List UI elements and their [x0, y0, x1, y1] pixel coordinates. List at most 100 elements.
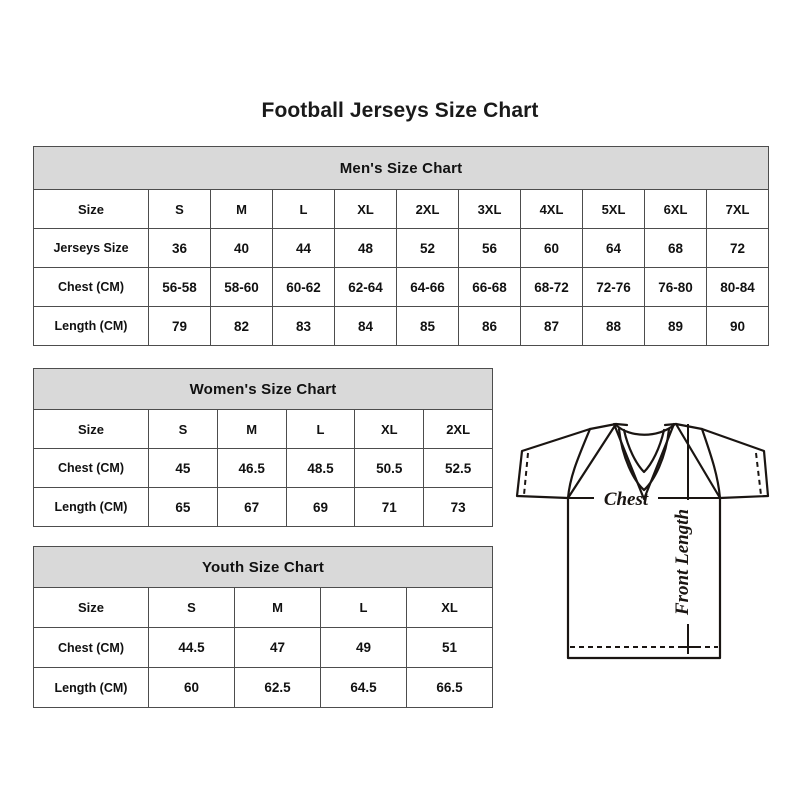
table-cell: 64.5 [320, 667, 407, 708]
v-neck-middle-line [617, 427, 671, 492]
column-header-3xl: 3XL [458, 189, 521, 229]
table-header-row: Size S M L XL 2XL 3XL 4XL 5XL 6XL 7XL [33, 189, 770, 229]
table-cell: 58-60 [210, 267, 273, 307]
jersey-measurement-diagram: Chest Front Length [498, 396, 783, 686]
right-sleeve-hem-dashed [755, 452, 762, 496]
left-sleeve-hem-dashed [523, 452, 529, 496]
table-cell: 88 [582, 306, 645, 346]
column-header-5xl: 5XL [582, 189, 645, 229]
column-header-xl: XL [354, 409, 425, 449]
table-row: Jerseys Size 36 40 44 48 52 56 60 64 68 … [33, 228, 770, 268]
page-title: Football Jerseys Size Chart [261, 99, 539, 122]
column-header-l: L [272, 189, 335, 229]
column-header-s: S [148, 189, 211, 229]
table-header-row: Size S M L XL [33, 587, 494, 628]
column-header-6xl: 6XL [644, 189, 707, 229]
youth-section-title: Youth Size Chart [32, 546, 494, 588]
column-header-2xl: 2XL [423, 409, 494, 449]
table-cell: 67 [216, 487, 287, 527]
table-cell: 52 [396, 228, 459, 268]
table-cell: 80-84 [705, 267, 770, 307]
column-header-s: S [148, 587, 235, 628]
table-cell: 52.5 [423, 448, 494, 488]
table-cell: 48.5 [285, 448, 356, 488]
table-row: Length (CM) 79 82 83 84 85 86 87 88 89 9… [33, 306, 770, 346]
table-cell: 89 [644, 306, 707, 346]
table-cell: 45 [148, 448, 218, 488]
womens-section-title: Women's Size Chart [32, 368, 494, 410]
table-cell: 83 [272, 306, 335, 346]
table-cell: 72 [705, 228, 770, 268]
column-header-l: L [285, 409, 356, 449]
table-section-header-row: Youth Size Chart [32, 546, 494, 588]
youth-size-table: Youth Size Chart Size S M L XL Chest (CM… [32, 546, 494, 708]
table-cell: 69 [285, 487, 356, 527]
row-label-length-cm: Length (CM) [33, 487, 149, 527]
table-header-row: Size S M L XL 2XL [33, 409, 494, 449]
table-section-header-row: Men's Size Chart [32, 146, 770, 190]
table-cell: 86 [458, 306, 521, 346]
tshirt-outline-icon [515, 422, 770, 660]
table-cell: 76-80 [644, 267, 707, 307]
column-header-2xl: 2XL [396, 189, 459, 229]
table-cell: 62-64 [334, 267, 397, 307]
table-cell: 44 [272, 228, 335, 268]
column-header-xl: XL [334, 189, 397, 229]
table-cell: 87 [520, 306, 583, 346]
table-row: Chest (CM) 44.5 47 49 51 [33, 627, 494, 668]
table-cell: 72-76 [582, 267, 645, 307]
table-cell: 48 [334, 228, 397, 268]
table-cell: 90 [705, 306, 770, 346]
mens-section-title: Men's Size Chart [32, 146, 770, 190]
table-cell: 84 [334, 306, 397, 346]
table-cell: 60 [148, 667, 235, 708]
v-neck-inner-line [622, 428, 666, 474]
womens-size-table: Women's Size Chart Size S M L XL 2XL Che… [32, 368, 494, 527]
table-cell: 73 [423, 487, 494, 527]
table-row: Length (CM) 65 67 69 71 73 [33, 487, 494, 527]
right-armscye-line [700, 427, 722, 500]
table-row: Length (CM) 60 62.5 64.5 66.5 [33, 667, 494, 708]
column-header-7xl: 7XL [705, 189, 770, 229]
table-cell: 44.5 [148, 627, 235, 668]
column-header-xl: XL [405, 587, 494, 628]
mens-size-table: Men's Size Chart Size S M L XL 2XL 3XL 4… [32, 146, 770, 346]
table-section-header-row: Women's Size Chart [32, 368, 494, 410]
table-cell: 56-58 [148, 267, 211, 307]
table-cell: 51 [405, 627, 494, 668]
column-header-m: M [210, 189, 273, 229]
table-cell: 49 [320, 627, 407, 668]
table-cell: 79 [148, 306, 211, 346]
table-cell: 71 [354, 487, 425, 527]
table-cell: 62.5 [234, 667, 321, 708]
table-cell: 66-68 [458, 267, 521, 307]
table-cell: 40 [210, 228, 273, 268]
table-cell: 60 [520, 228, 583, 268]
table-cell: 64-66 [396, 267, 459, 307]
neck-opening-arc [614, 423, 676, 436]
table-cell: 82 [210, 306, 273, 346]
left-shoulder-seam [614, 422, 629, 427]
table-cell: 46.5 [216, 448, 287, 488]
table-cell: 47 [234, 627, 321, 668]
table-cell: 68 [644, 228, 707, 268]
column-header-size: Size [33, 587, 149, 628]
table-cell: 85 [396, 306, 459, 346]
table-cell: 68-72 [520, 267, 583, 307]
row-label-length-cm: Length (CM) [33, 667, 149, 708]
chest-measure-label: Chest [604, 489, 649, 510]
right-sleeve-shape [674, 422, 770, 500]
column-header-4xl: 4XL [520, 189, 583, 229]
table-cell: 36 [148, 228, 211, 268]
column-header-size: Size [33, 409, 149, 449]
row-label-jerseys-size: Jerseys Size [33, 228, 149, 268]
table-cell: 64 [582, 228, 645, 268]
shirt-body-shape [566, 496, 722, 660]
table-cell: 65 [148, 487, 218, 527]
left-armscye-line [566, 427, 592, 500]
table-row: Chest (CM) 56-58 58-60 60-62 62-64 64-66… [33, 267, 770, 307]
row-label-length-cm: Length (CM) [33, 306, 149, 346]
table-row: Chest (CM) 45 46.5 48.5 50.5 52.5 [33, 448, 494, 488]
front-length-measure-label: Front Length [672, 509, 693, 616]
column-header-l: L [320, 587, 407, 628]
